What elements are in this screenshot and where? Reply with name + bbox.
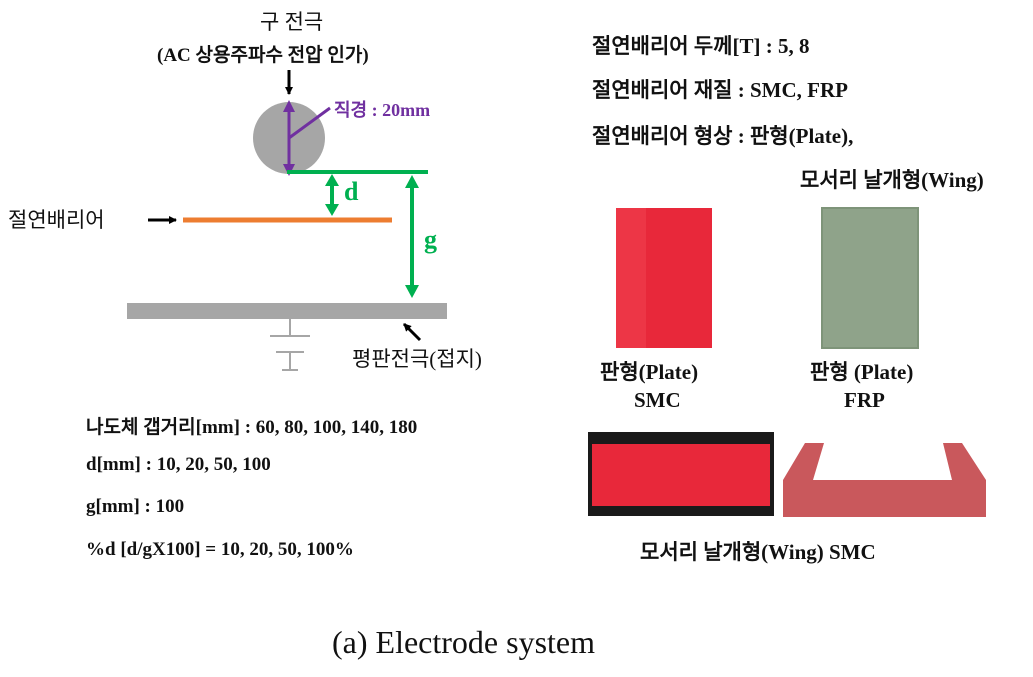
d-arrowhead-top xyxy=(325,174,339,186)
wing-profile-shape xyxy=(783,443,986,517)
spec-shape: 절연배리어 형상 : 판형(Plate), xyxy=(592,124,854,148)
frp-plate-caption-1: 판형 (Plate) xyxy=(810,360,914,384)
g-label: g xyxy=(424,225,437,254)
param-percent-d: %d [d/gX100] = 10, 20, 50, 100% xyxy=(86,539,354,560)
d-label: d xyxy=(344,177,359,206)
figure-caption: (a) Electrode system xyxy=(332,624,595,660)
ground-symbol xyxy=(270,319,310,371)
g-arrowhead-top xyxy=(405,175,419,188)
d-arrowhead-bottom xyxy=(325,204,339,216)
g-arrowhead-bottom xyxy=(405,285,419,298)
param-g: g[mm] : 100 xyxy=(86,496,185,517)
electrode-title: 구 전극 xyxy=(260,10,324,34)
spec-material: 절연배리어 재질 : SMC, FRP xyxy=(592,78,848,102)
barrier-label: 절연배리어 xyxy=(8,208,105,232)
electrode-subtitle: (AC 상용주파수 전압 인가) xyxy=(157,45,369,66)
wing-smc-photo xyxy=(588,432,774,516)
smc-plate-caption-2: SMC xyxy=(634,388,681,412)
frp-plate-caption-2: FRP xyxy=(844,388,885,412)
diameter-label: 직경 : 20mm xyxy=(334,100,431,120)
smc-plate-photo xyxy=(616,208,712,348)
diameter-arrowhead-top xyxy=(283,100,295,112)
plane-pointer-arrow xyxy=(402,322,422,342)
spec-thickness: 절연배리어 두께[T] : 5, 8 xyxy=(592,34,810,58)
plane-electrode-label: 평판전극(접지) xyxy=(352,347,482,371)
spec-shape-wing: 모서리 날개형(Wing) xyxy=(800,168,984,192)
param-gap-distance: 나도체 갭거리[mm] : 60, 80, 100, 140, 180 xyxy=(86,417,418,438)
frp-plate-photo xyxy=(821,207,919,349)
plane-electrode xyxy=(127,303,447,319)
wing-caption: 모서리 날개형(Wing) SMC xyxy=(640,540,876,564)
smc-plate-caption-1: 판형(Plate) xyxy=(600,360,699,384)
param-d: d[mm] : 10, 20, 50, 100 xyxy=(86,454,271,475)
diameter-leader-line xyxy=(288,106,331,140)
